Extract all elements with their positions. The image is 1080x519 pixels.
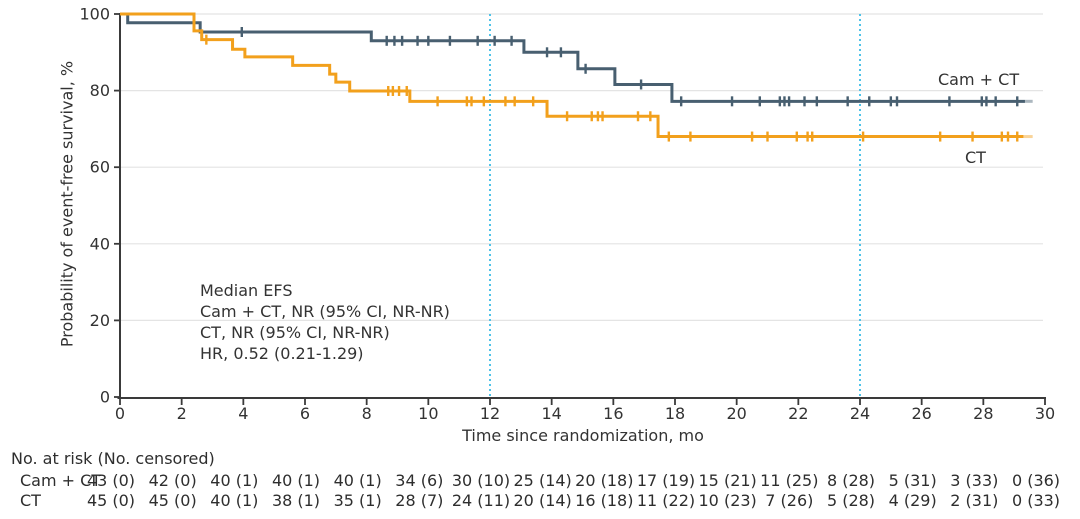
risk-cell: 45 (0) xyxy=(86,491,136,510)
risk-cell: 3 (33) xyxy=(950,471,999,490)
x-tick-label: 16 xyxy=(603,404,623,423)
x-tick-label: 14 xyxy=(541,404,561,423)
curve-cam-ct xyxy=(120,12,1025,103)
x-tick-label: 6 xyxy=(300,404,310,423)
annotation-line-median: Median EFS xyxy=(200,281,293,300)
y-tick-label: 20 xyxy=(90,311,110,330)
risk-cell: 0 (33) xyxy=(1011,491,1061,510)
x-tick-label: 18 xyxy=(665,404,685,423)
risk-cell: 7 (26) xyxy=(765,491,814,510)
x-tick-label: 12 xyxy=(480,404,500,423)
risk-cell: 8 (28) xyxy=(826,471,876,490)
x-tick-label: 20 xyxy=(726,404,746,423)
x-tick-label: 26 xyxy=(911,404,931,423)
x-tick-label: 4 xyxy=(238,404,248,423)
y-axis-title: Probability of event-free survival, % xyxy=(57,60,77,348)
annotation-line-hr: HR, 0.52 (0.21-1.29) xyxy=(200,344,364,363)
curve-ct xyxy=(120,12,1024,139)
curve-label-ct: CT xyxy=(965,148,986,167)
survival-curves xyxy=(120,12,1033,142)
y-tick-label: 100 xyxy=(79,5,110,24)
x-tick-label: 8 xyxy=(362,404,372,423)
risk-row-label-cam-ct: Cam + CT xyxy=(20,471,102,490)
x-axis-title: Time since randomization, mo xyxy=(462,426,704,445)
x-tick-label: 2 xyxy=(177,404,187,423)
risk-cell: 38 (1) xyxy=(271,491,321,510)
risk-cell: 16 (18) xyxy=(575,491,634,510)
risk-cell: 40 (1) xyxy=(333,471,382,490)
risk-cell: 30 (10) xyxy=(451,471,511,490)
risk-table-header: No. at risk (No. censored) xyxy=(11,449,215,468)
risk-cell: 11 (22) xyxy=(636,491,696,510)
y-tick-label: 80 xyxy=(90,81,110,100)
y-tick-label: 0 xyxy=(100,388,110,407)
risk-cell: 28 (7) xyxy=(395,491,444,510)
risk-cell: 43 (0) xyxy=(86,471,136,490)
risk-cell: 25 (14) xyxy=(513,471,572,490)
risk-cell: 20 (18) xyxy=(575,471,634,490)
axes xyxy=(114,13,1046,405)
median-efs-annotation: Median EFS Cam + CT, NR (95% CI, NR-NR) … xyxy=(200,280,450,364)
risk-cell: 40 (1) xyxy=(210,471,259,490)
risk-cell: 34 (6) xyxy=(395,471,444,490)
risk-cell: 11 (25) xyxy=(760,471,819,490)
y-tick-label: 60 xyxy=(90,158,110,177)
annotation-line-camct: Cam + CT, NR (95% CI, NR-NR) xyxy=(200,302,450,321)
x-tick-label: 24 xyxy=(850,404,870,423)
risk-cell: 0 (36) xyxy=(1011,471,1061,490)
risk-cell: 5 (31) xyxy=(888,471,937,490)
x-tick-label: 28 xyxy=(973,404,993,423)
y-tick-label: 40 xyxy=(90,234,110,253)
reference-lines xyxy=(489,14,861,397)
risk-cell: 40 (1) xyxy=(271,471,321,490)
risk-cell: 40 (1) xyxy=(210,491,259,510)
risk-cell: 42 (0) xyxy=(148,471,197,490)
risk-cell: 10 (23) xyxy=(698,491,757,510)
curve-label-cam-ct: Cam + CT xyxy=(938,70,1020,89)
risk-cell: 15 (21) xyxy=(698,471,757,490)
risk-cell: 5 (28) xyxy=(826,491,876,510)
annotation-line-ct: CT, NR (95% CI, NR-NR) xyxy=(200,323,390,342)
risk-cell: 4 (29) xyxy=(888,491,937,510)
x-tick-label: 0 xyxy=(115,404,125,423)
gridlines xyxy=(120,13,1043,321)
risk-row-label-ct: CT xyxy=(20,491,41,510)
risk-cell: 17 (19) xyxy=(636,471,696,490)
x-tick-label: 30 xyxy=(1035,404,1055,423)
risk-cell: 20 (14) xyxy=(513,491,572,510)
x-tick-label: 10 xyxy=(418,404,438,423)
risk-cell: 45 (0) xyxy=(148,491,197,510)
risk-cell: 35 (1) xyxy=(333,491,382,510)
risk-cell: 2 (31) xyxy=(950,491,999,510)
risk-cell: 24 (11) xyxy=(451,491,511,510)
x-tick-label: 22 xyxy=(788,404,808,423)
